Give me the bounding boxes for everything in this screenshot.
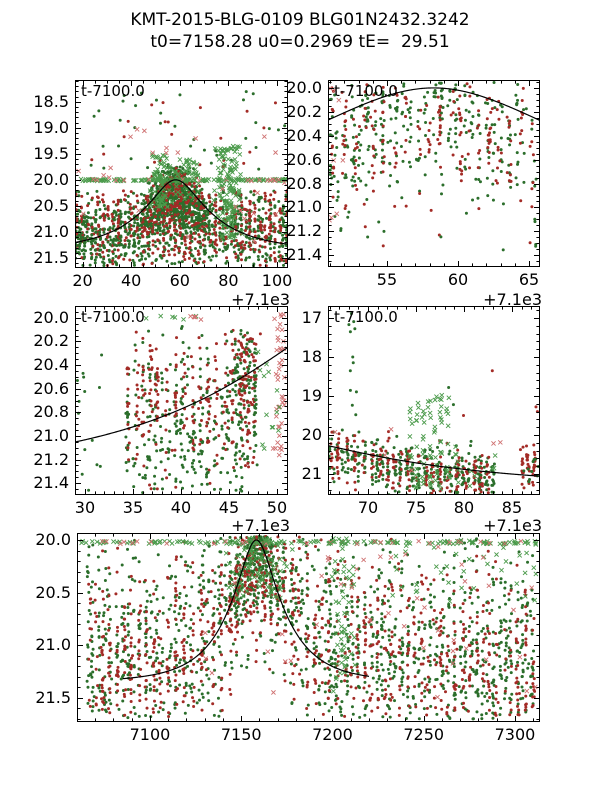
y-tick-label: 19: [301, 386, 322, 406]
x-tick-label: 60: [169, 271, 190, 290]
axis-offset-label: +7.1e3: [231, 290, 290, 309]
panel-peak-zoom-plot: [328, 80, 540, 267]
y-tick-label: 21.0: [33, 222, 69, 242]
panel-rise-zoom-plot: [75, 306, 288, 495]
x-tick-label: 70: [357, 498, 379, 517]
time-offset-annotation: t-7100.0: [81, 82, 145, 100]
y-tick-label: 17: [301, 308, 322, 328]
x-tick-label: 7200: [312, 725, 353, 744]
y-tick-label: 20.0: [33, 307, 69, 327]
time-offset-annotation: t-7100.0: [334, 82, 398, 100]
y-tick-label: 21.2: [33, 449, 69, 469]
y-tick-label: 20.2: [286, 102, 322, 122]
y-tick-label: 20: [301, 424, 322, 444]
y-tick-label: 20.4: [286, 125, 322, 145]
y-tick-label: 21.4: [286, 245, 322, 265]
y-tick-label: 18.5: [33, 91, 69, 111]
x-tick-label: 7150: [220, 725, 262, 744]
y-tick-label: 20.8: [286, 173, 322, 193]
x-tick-label: 7100: [129, 725, 171, 744]
x-tick-label: 50: [266, 498, 288, 517]
y-tick-label: 21.0: [35, 635, 71, 655]
y-tick-label: 19.5: [33, 143, 69, 163]
x-tick-label: 35: [122, 498, 144, 517]
y-tick-label: 21.4: [33, 473, 69, 493]
y-tick-label: 20.5: [33, 196, 69, 216]
y-tick-label: 20.6: [33, 378, 69, 398]
x-tick-label: 40: [120, 271, 142, 290]
x-tick-label: 80: [453, 498, 475, 517]
time-offset-annotation: t-7100.0: [334, 308, 398, 326]
axis-offset-label: +7.1e3: [231, 516, 290, 535]
panel-season-detail-plot: [75, 80, 288, 268]
axis-offset-label: +7.1e3: [483, 290, 542, 309]
panel-full-lightcurve-plot: [77, 533, 540, 722]
axis-offset-label: +7.1e3: [483, 516, 542, 535]
x-tick-label: 100: [261, 271, 293, 290]
y-tick-label: 20.0: [35, 530, 71, 550]
x-tick-label: 7250: [403, 725, 445, 744]
y-tick-label: 20.0: [286, 78, 322, 98]
panel-fall-zoom-plot: [328, 306, 540, 495]
y-tick-label: 20.2: [33, 331, 69, 351]
y-tick-label: 19.0: [33, 117, 69, 137]
y-tick-label: 21.2: [286, 221, 322, 241]
y-tick-label: 20.0: [33, 169, 69, 189]
x-tick-label: 60: [447, 270, 469, 289]
y-tick-label: 21.0: [286, 197, 322, 217]
figure-title: KMT-2015-BLG-0109 BLG01N2432.3242: [130, 10, 470, 30]
y-tick-label: 20.6: [286, 149, 322, 169]
x-tick-label: 55: [376, 270, 398, 289]
y-tick-label: 21.5: [35, 687, 71, 707]
x-tick-label: 30: [74, 498, 96, 517]
time-offset-annotation: t-7100.0: [81, 308, 145, 326]
y-tick-label: 20.5: [35, 582, 71, 602]
y-tick-label: 21: [301, 463, 322, 483]
x-tick-label: 85: [501, 498, 523, 517]
x-tick-label: 40: [170, 498, 192, 517]
x-tick-label: 65: [518, 270, 540, 289]
x-tick-label: 7300: [494, 725, 536, 744]
y-tick-label: 21.5: [33, 248, 69, 268]
x-tick-label: 20: [72, 271, 93, 290]
figure-subtitle: t0=7158.28 u0=0.2969 tE= 29.51: [150, 32, 450, 52]
y-tick-label: 20.8: [33, 402, 69, 422]
y-tick-label: 20.4: [33, 355, 69, 375]
y-tick-label: 21.0: [33, 425, 69, 445]
x-tick-label: 80: [218, 271, 239, 290]
x-tick-label: 75: [405, 498, 427, 517]
x-tick-label: 45: [218, 498, 240, 517]
y-tick-label: 18: [301, 347, 322, 367]
